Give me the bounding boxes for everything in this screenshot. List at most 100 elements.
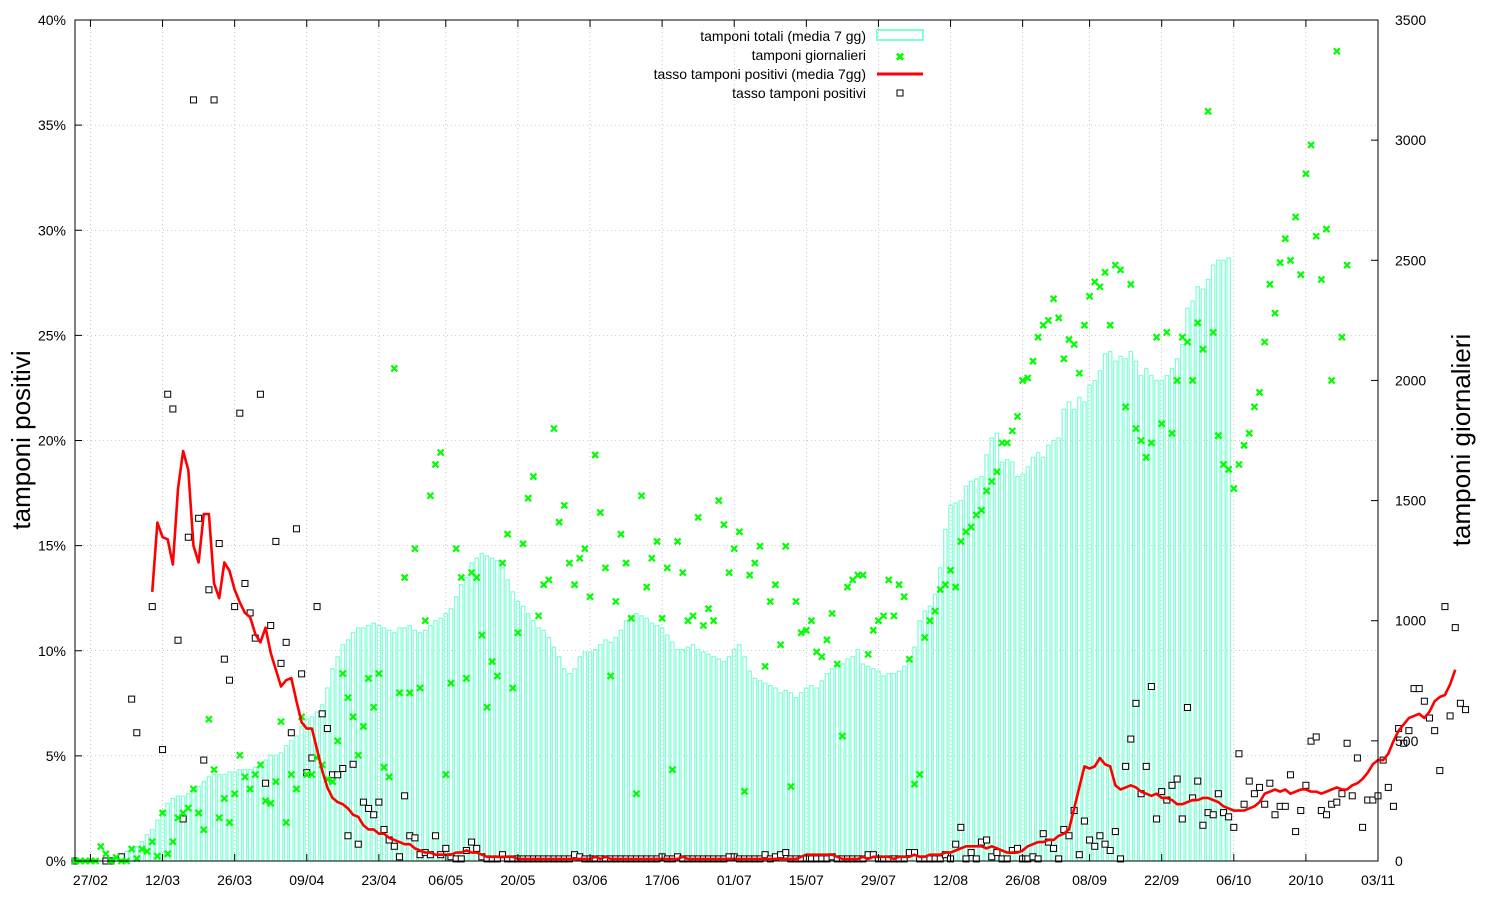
point-tasso-tamponi-positivi xyxy=(1333,798,1341,806)
point-tamponi-giornalieri xyxy=(828,609,836,618)
bar-tamponi-totali xyxy=(845,658,850,862)
point-tamponi-giornalieri xyxy=(236,751,244,760)
bar-tamponi-totali xyxy=(258,764,263,862)
bar-tamponi-totali xyxy=(1143,367,1149,862)
point-tamponi-giornalieri xyxy=(395,689,404,697)
point-tasso-tamponi-positivi xyxy=(339,764,347,772)
point-tamponi-giornalieri xyxy=(220,794,229,803)
legend-label-tasso: tasso tamponi positivi xyxy=(732,85,866,101)
line-tasso-media xyxy=(150,449,1457,861)
point-tamponi-giornalieri xyxy=(1101,268,1109,277)
bar-tamponi-totali xyxy=(263,759,268,862)
bar-tamponi-totali xyxy=(556,656,562,862)
point-tamponi-giornalieri xyxy=(879,612,888,620)
point-tamponi-giornalieri xyxy=(1029,357,1037,365)
point-tamponi-giornalieri xyxy=(725,568,733,577)
bar-tamponi-totali xyxy=(330,668,335,862)
bar-tamponi-totali xyxy=(773,687,778,862)
bar-tamponi-totali xyxy=(1035,451,1041,862)
x-tick-label: 17/06 xyxy=(645,872,680,888)
point-tasso-tamponi-positivi xyxy=(210,96,218,104)
bar-tamponi-totali xyxy=(448,608,454,862)
point-tasso-tamponi-positivi xyxy=(967,849,975,857)
bar-tamponi-totali xyxy=(891,672,897,862)
point-tasso-tamponi-positivi xyxy=(1086,836,1094,844)
point-tamponi-giornalieri xyxy=(704,604,713,613)
point-tasso-tamponi-positivi xyxy=(1235,750,1243,758)
point-tamponi-giornalieri xyxy=(478,631,486,639)
point-tamponi-giornalieri xyxy=(678,568,687,577)
point-tasso-tamponi-positivi xyxy=(1111,828,1119,836)
point-tamponi-giornalieri xyxy=(1224,465,1233,474)
bar-tamponi-totali xyxy=(196,785,201,862)
bar-tamponi-totali xyxy=(824,672,830,862)
bar-tamponi-totali xyxy=(912,646,917,862)
bar-tamponi-totali xyxy=(500,567,505,862)
bar-tamponi-totali xyxy=(495,560,500,862)
bar-tamponi-totali xyxy=(1066,401,1072,862)
point-tamponi-giornalieri xyxy=(354,751,363,760)
bar-tamponi-totali xyxy=(886,672,892,862)
bar-tamponi-totali xyxy=(989,437,995,862)
point-tasso-tamponi-positivi xyxy=(287,729,295,737)
y-tick-label-right: 0 xyxy=(1395,853,1403,869)
point-tasso-tamponi-positivi xyxy=(318,710,326,718)
bar-tamponi-totali xyxy=(180,795,186,862)
bar-tamponi-totali xyxy=(536,627,541,862)
point-tasso-tamponi-positivi xyxy=(313,603,321,611)
point-tasso-tamponi-positivi xyxy=(370,811,378,819)
point-tasso-tamponi-positivi xyxy=(1266,779,1274,787)
bar-tamponi-totali xyxy=(855,648,861,862)
point-tasso-tamponi-positivi xyxy=(241,579,249,587)
bar-tamponi-totali xyxy=(814,687,819,862)
bar-tamponi-totali xyxy=(551,646,557,862)
point-tamponi-giornalieri xyxy=(266,799,275,808)
x-tick-label: 20/10 xyxy=(1288,872,1323,888)
point-tamponi-giornalieri xyxy=(138,845,146,853)
x-tick-label: 12/03 xyxy=(145,872,180,888)
bar-tamponi-totali xyxy=(979,475,984,862)
bar-tamponi-totali xyxy=(850,656,855,862)
line-tasso-tamponi-positivi-media xyxy=(150,449,1457,861)
bar-tamponi-totali xyxy=(742,656,747,862)
y-axis-title-left: tamponi positivi xyxy=(6,350,36,529)
point-tasso-tamponi-positivi xyxy=(1101,840,1109,848)
bar-tamponi-totali xyxy=(706,653,711,862)
point-tasso-tamponi-positivi xyxy=(1225,813,1233,821)
point-tamponi-giornalieri xyxy=(1327,376,1336,385)
point-tamponi-giornalieri xyxy=(1193,318,1202,327)
bar-tamponi-totali xyxy=(788,692,794,862)
point-tamponi-giornalieri xyxy=(344,693,352,702)
point-tamponi-giornalieri xyxy=(581,544,589,553)
points-tasso-tamponi-positivi xyxy=(71,96,1470,865)
y-tick-label-right: 2500 xyxy=(1395,252,1426,268)
bar-tamponi-totali xyxy=(1082,401,1087,862)
y-tick-label-left: 40% xyxy=(38,12,66,28)
point-tasso-tamponi-positivi xyxy=(354,840,362,848)
y-tick-label-right: 3000 xyxy=(1395,132,1426,148)
bar-tamponi-totali xyxy=(1185,307,1190,862)
point-tamponi-giornalieri xyxy=(1214,431,1223,440)
bar-tamponi-totali xyxy=(582,651,588,862)
point-tasso-tamponi-positivi xyxy=(1456,699,1464,707)
bar-tamponi-totali xyxy=(953,502,958,862)
point-tamponi-giornalieri xyxy=(1230,484,1238,493)
point-tamponi-giornalieri xyxy=(1188,376,1197,385)
bar-tamponi-totali xyxy=(907,663,912,862)
bar-tamponi-totali xyxy=(1210,264,1216,862)
bar-tamponi-totali xyxy=(299,725,304,862)
bar-tamponi-totali xyxy=(927,605,933,862)
bar-tamponi-totali xyxy=(237,769,243,862)
point-tasso-tamponi-positivi xyxy=(1240,800,1248,808)
bar-tamponi-totali xyxy=(294,735,299,862)
point-tamponi-giornalieri xyxy=(781,542,790,551)
point-tamponi-giornalieri xyxy=(241,773,249,781)
point-tasso-tamponi-positivi xyxy=(1338,790,1346,798)
point-tamponi-giornalieri xyxy=(349,713,357,721)
bar-tamponi-totali xyxy=(1051,439,1056,862)
point-tamponi-giornalieri xyxy=(1322,225,1331,233)
point-tasso-tamponi-positivi xyxy=(272,537,280,545)
point-tamponi-giornalieri xyxy=(740,787,749,796)
point-tamponi-giornalieri xyxy=(1343,261,1351,269)
bar-tamponi-totali xyxy=(731,648,737,862)
